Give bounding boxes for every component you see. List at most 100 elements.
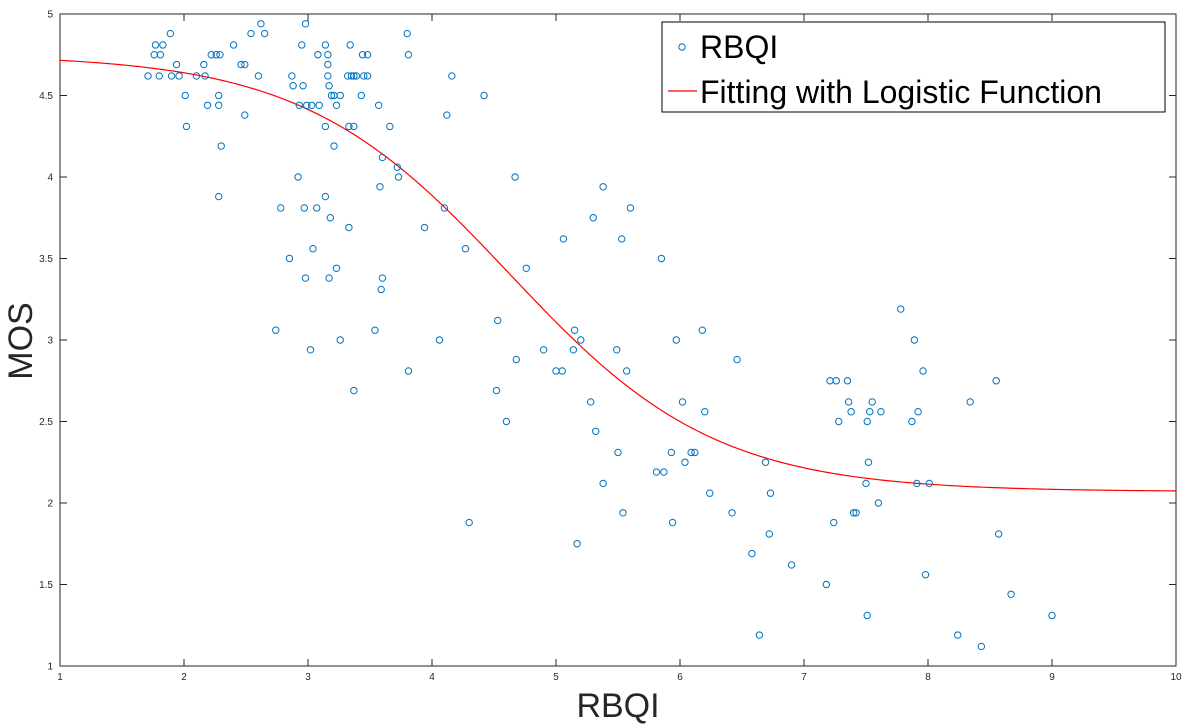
scatter-point bbox=[465, 518, 473, 527]
scatter-point bbox=[241, 60, 249, 69]
scatter-point bbox=[539, 346, 548, 354]
scatter-point bbox=[289, 82, 297, 90]
scatter-point bbox=[350, 72, 358, 80]
scatter-point bbox=[326, 214, 335, 222]
scatter-points-layer bbox=[144, 20, 1056, 651]
scatter-point bbox=[728, 509, 736, 517]
scatter-point bbox=[492, 386, 501, 395]
scatter-point bbox=[308, 101, 316, 109]
y-tick-label: 1 bbox=[47, 662, 53, 673]
scatter-point bbox=[591, 427, 600, 435]
scatter-point bbox=[300, 204, 308, 212]
scatter-point bbox=[336, 336, 344, 344]
scatter-point bbox=[386, 122, 394, 131]
scatter-point bbox=[678, 398, 687, 406]
scatter-point bbox=[614, 448, 622, 457]
scatter-point bbox=[994, 530, 1003, 538]
scatter-point bbox=[301, 274, 310, 282]
fit-curve-line bbox=[59, 59, 1177, 492]
scatter-point bbox=[237, 60, 245, 69]
scatter-point bbox=[332, 101, 341, 109]
scatter-point bbox=[766, 489, 775, 497]
scatter-point bbox=[877, 408, 885, 416]
scatter-point bbox=[622, 367, 631, 375]
scatter-point bbox=[512, 355, 521, 364]
scatter-point bbox=[215, 101, 223, 109]
scatter-point bbox=[480, 91, 488, 100]
scatter-point bbox=[156, 51, 165, 59]
scatter-point bbox=[151, 41, 160, 49]
y-tick-label: 2 bbox=[47, 499, 53, 510]
scatter-point bbox=[691, 448, 699, 457]
scatter-point bbox=[919, 367, 927, 375]
scatter-point bbox=[394, 173, 403, 181]
scatter-point bbox=[706, 489, 714, 497]
scatter-point bbox=[298, 41, 306, 49]
scatter-point bbox=[327, 91, 336, 100]
x-tick-label: 7 bbox=[801, 672, 807, 683]
scatter-point bbox=[748, 549, 756, 558]
scatter-point bbox=[295, 101, 304, 109]
scatter-point bbox=[200, 60, 208, 69]
scatter-point bbox=[257, 20, 265, 28]
x-axis-title: RBQI bbox=[576, 687, 659, 725]
scatter-point bbox=[910, 336, 919, 344]
scatter-point bbox=[954, 631, 962, 639]
scatter-point bbox=[404, 51, 413, 59]
scatter-point bbox=[324, 72, 332, 80]
y-axis-ticks: 1 1.5 2 2.5 3 3.5 4 4.5 5 bbox=[39, 10, 1176, 673]
scatter-point bbox=[668, 518, 677, 527]
legend-label-rbqi: RBQI bbox=[700, 29, 778, 65]
scatter-point bbox=[908, 417, 916, 426]
scatter-point bbox=[672, 336, 680, 344]
scatter-point bbox=[587, 398, 595, 406]
scatter-point bbox=[182, 122, 191, 131]
scatter-point bbox=[440, 204, 449, 212]
y-tick-label: 1.5 bbox=[39, 580, 53, 591]
scatter-point bbox=[494, 316, 502, 325]
scatter-point bbox=[363, 51, 372, 59]
y-tick-label: 3 bbox=[47, 336, 53, 347]
scatter-point bbox=[312, 204, 321, 212]
scatter-point bbox=[660, 468, 668, 476]
legend: RBQI Fitting with Logistic Function bbox=[661, 21, 1166, 113]
scatter-point bbox=[761, 458, 770, 466]
scatter-point bbox=[272, 326, 280, 334]
scatter-point bbox=[461, 245, 470, 253]
scatter-point bbox=[229, 41, 238, 49]
scatter-point bbox=[301, 20, 310, 28]
scatter-point bbox=[377, 285, 385, 294]
scatter-point bbox=[216, 51, 224, 59]
scatter-point bbox=[324, 51, 332, 59]
scatter-point bbox=[288, 72, 296, 80]
scatter-point bbox=[687, 448, 695, 457]
scatter-point bbox=[787, 561, 796, 569]
scatter-point bbox=[522, 264, 530, 272]
scatter-point bbox=[618, 235, 626, 243]
x-tick-label: 5 bbox=[553, 672, 559, 683]
scatter-point bbox=[155, 72, 163, 80]
scatter-point bbox=[347, 72, 356, 80]
scatter-point bbox=[681, 458, 689, 466]
scatter-point bbox=[371, 326, 379, 334]
x-tick-label: 2 bbox=[181, 672, 187, 683]
scatter-point bbox=[346, 41, 354, 49]
scatter-point bbox=[822, 580, 831, 589]
x-tick-label: 1 bbox=[57, 672, 63, 683]
scatter-point bbox=[403, 29, 411, 38]
scatter-point bbox=[835, 417, 843, 426]
x-tick-label: 3 bbox=[305, 672, 311, 683]
scatter-point bbox=[345, 223, 353, 232]
scatter-point bbox=[175, 72, 183, 80]
y-tick-label: 4.5 bbox=[39, 91, 53, 102]
scatter-point bbox=[285, 254, 294, 263]
scatter-point bbox=[207, 51, 215, 59]
scatter-point bbox=[314, 51, 322, 59]
scatter-point bbox=[309, 245, 317, 253]
y-tick-label: 4 bbox=[47, 173, 53, 184]
scatter-point bbox=[599, 183, 607, 191]
scatter-point bbox=[925, 479, 933, 488]
fit-curve-layer bbox=[59, 59, 1177, 492]
scatter-point bbox=[435, 336, 444, 344]
